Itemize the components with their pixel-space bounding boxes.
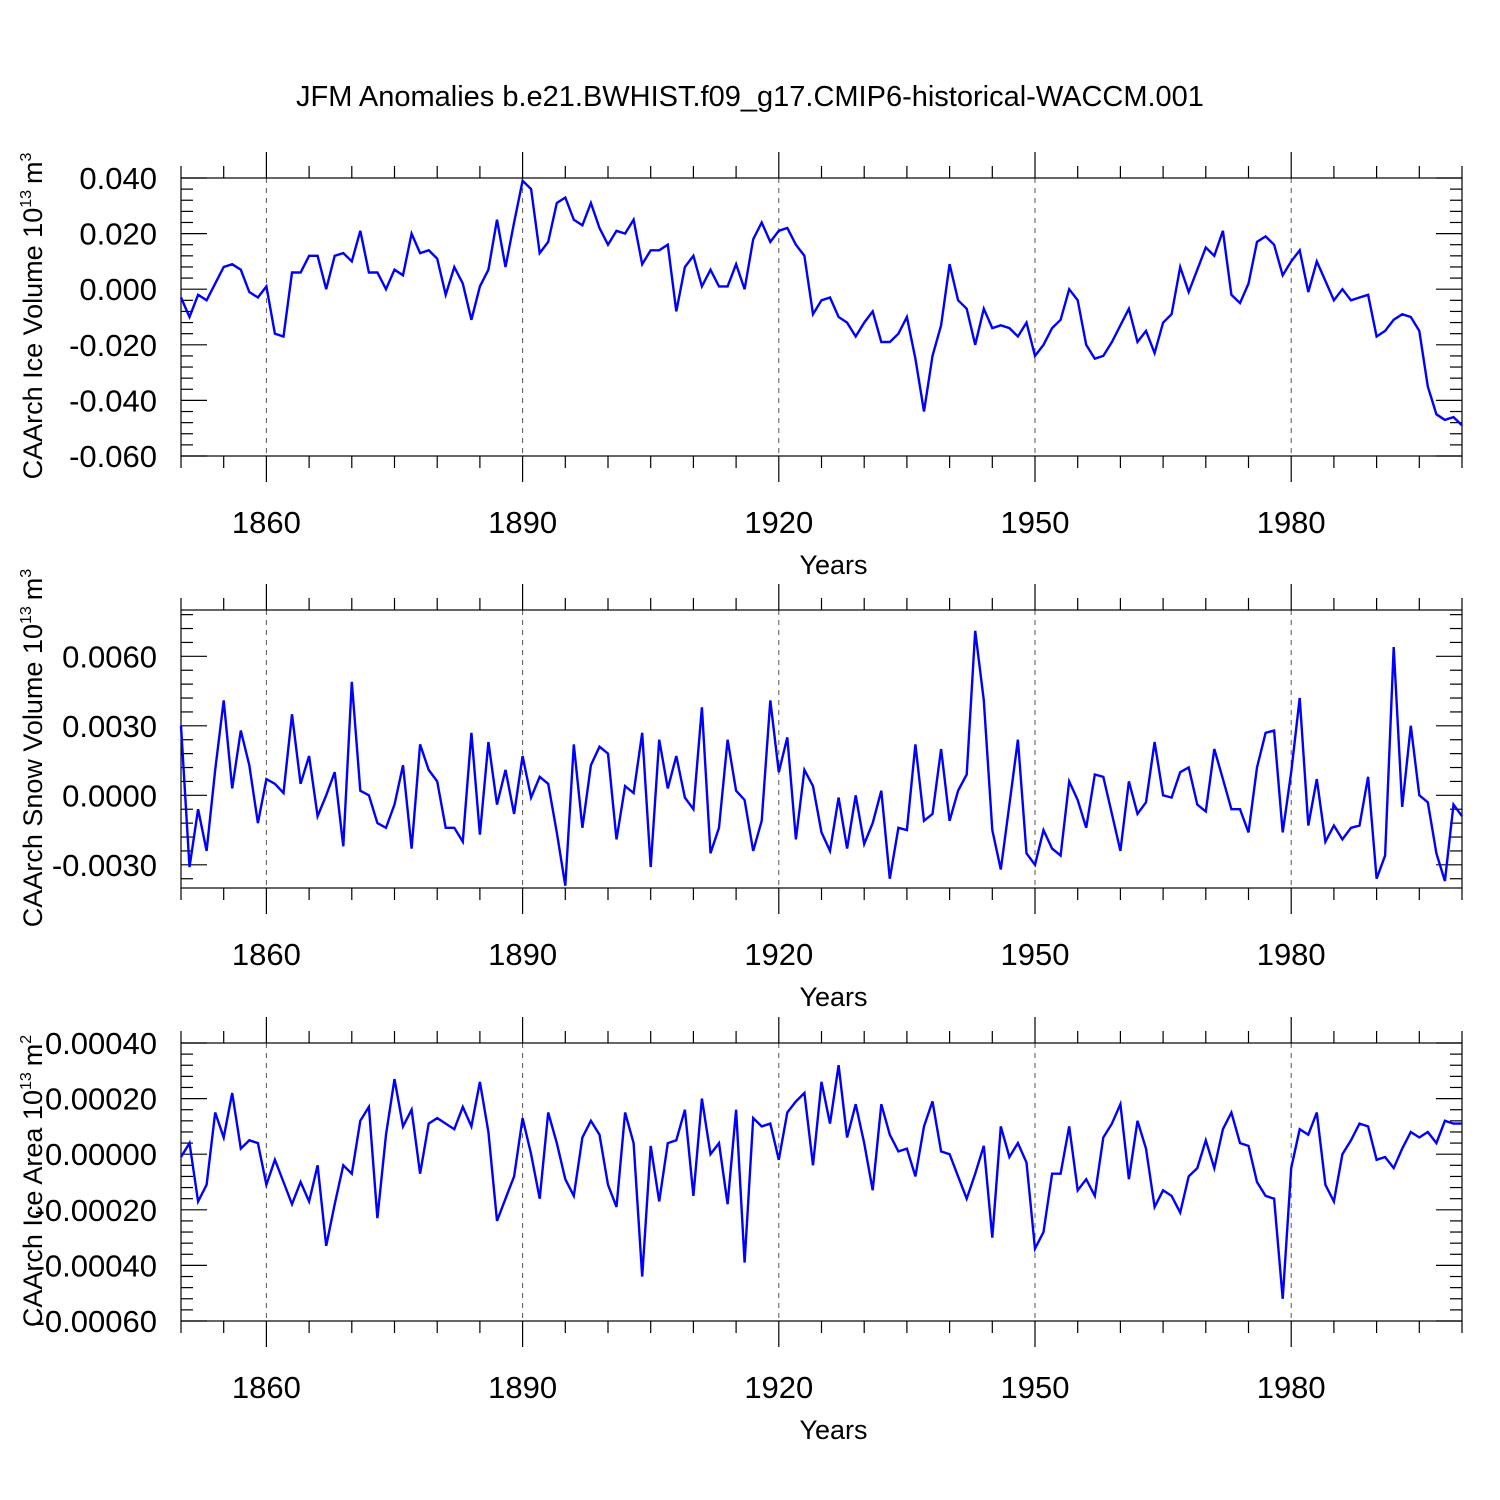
y-tick-label: 0.0000 bbox=[62, 778, 157, 813]
y-tick-label: 0.020 bbox=[79, 217, 157, 252]
y-tick-label: 0.0030 bbox=[62, 709, 157, 744]
x-tick-label: 1980 bbox=[1257, 1370, 1326, 1405]
y-axis-label-exponent: 13 bbox=[18, 1072, 35, 1090]
y-axis-label-text: CAArch Snow Volume 10 bbox=[18, 624, 48, 927]
y-tick-label: -0.00060 bbox=[35, 1304, 157, 1339]
y-tick-label: -0.00020 bbox=[35, 1193, 157, 1228]
y-axis-label: CAArch Snow Volume 1013 m3 bbox=[18, 569, 48, 927]
x-tick-label: 1920 bbox=[744, 1370, 813, 1405]
y-axis-label-text: CAArch Ice Volume 10 bbox=[18, 208, 48, 480]
x-axis-label: Years bbox=[799, 1415, 867, 1445]
chart-panel-2: -0.0030 0.0000 0.0030 0.0060 1860 1890 1920 195… bbox=[18, 569, 1463, 1012]
x-tick-label: 1920 bbox=[744, 937, 813, 972]
x-axis-label: Years bbox=[799, 550, 867, 580]
y-tick-label: -0.0030 bbox=[52, 848, 157, 883]
x-tick-label: 1980 bbox=[1257, 505, 1326, 540]
x-tick-label: 1860 bbox=[232, 505, 301, 540]
y-tick-label: 0.00020 bbox=[45, 1082, 157, 1117]
x-axis-label: Years bbox=[799, 982, 867, 1012]
x-tick-label: 1950 bbox=[1001, 937, 1070, 972]
figure-title: JFM Anomalies b.e21.BWHIST.f09_g17.CMIP6… bbox=[296, 81, 1204, 113]
x-tick-label: 1890 bbox=[488, 505, 557, 540]
y-axis-label-unit: m bbox=[18, 1044, 48, 1067]
series-line bbox=[179, 630, 1463, 886]
x-tick-label: 1890 bbox=[488, 1370, 557, 1405]
series-line bbox=[179, 178, 1463, 427]
x-tick-label: 1890 bbox=[488, 937, 557, 972]
x-tick-label: 1950 bbox=[1001, 505, 1070, 540]
x-tick-label: 1980 bbox=[1257, 937, 1326, 972]
y-axis-label: CAArch Ice Area 1013 m2 bbox=[18, 1035, 48, 1327]
y-tick-label: 0.00040 bbox=[45, 1026, 157, 1061]
y-axis-label-unit-exponent: 3 bbox=[18, 152, 35, 161]
y-axis-label-unit-exponent: 3 bbox=[18, 569, 35, 578]
x-tick-label: 1860 bbox=[232, 937, 301, 972]
y-tick-label: -0.040 bbox=[69, 383, 157, 418]
y-axis-label-unit: m bbox=[18, 578, 48, 601]
y-tick-label: 0.040 bbox=[79, 161, 157, 196]
y-tick-label: 0.0060 bbox=[62, 639, 157, 674]
series-line bbox=[179, 1065, 1462, 1299]
x-tick-label: 1860 bbox=[232, 1370, 301, 1405]
y-axis-label: CAArch Ice Volume 1013 m3 bbox=[18, 152, 48, 479]
x-tick-label: 1920 bbox=[744, 505, 813, 540]
y-tick-label: -0.020 bbox=[69, 328, 157, 363]
y-axis-label-unit-exponent: 2 bbox=[18, 1035, 35, 1044]
y-axis-label-exponent: 13 bbox=[18, 606, 35, 624]
chart-panel-3: -0.00060 -0.00040 -0.00020 0.00000 0.00020 0.… bbox=[18, 1017, 1463, 1445]
y-tick-label: 0.000 bbox=[79, 272, 157, 307]
chart-panel-1: -0.060 -0.040 -0.020 0.000 0.020 0.040 1860 189… bbox=[18, 152, 1463, 580]
y-tick-label: -0.060 bbox=[69, 439, 157, 474]
y-axis-label-exponent: 13 bbox=[18, 190, 35, 208]
y-tick-label: 0.00000 bbox=[45, 1137, 157, 1172]
x-tick-label: 1950 bbox=[1001, 1370, 1070, 1405]
y-tick-label: -0.00040 bbox=[35, 1248, 157, 1283]
y-axis-label-unit: m bbox=[18, 161, 48, 184]
y-axis-label-text: CAArch Ice Area 10 bbox=[18, 1090, 48, 1327]
